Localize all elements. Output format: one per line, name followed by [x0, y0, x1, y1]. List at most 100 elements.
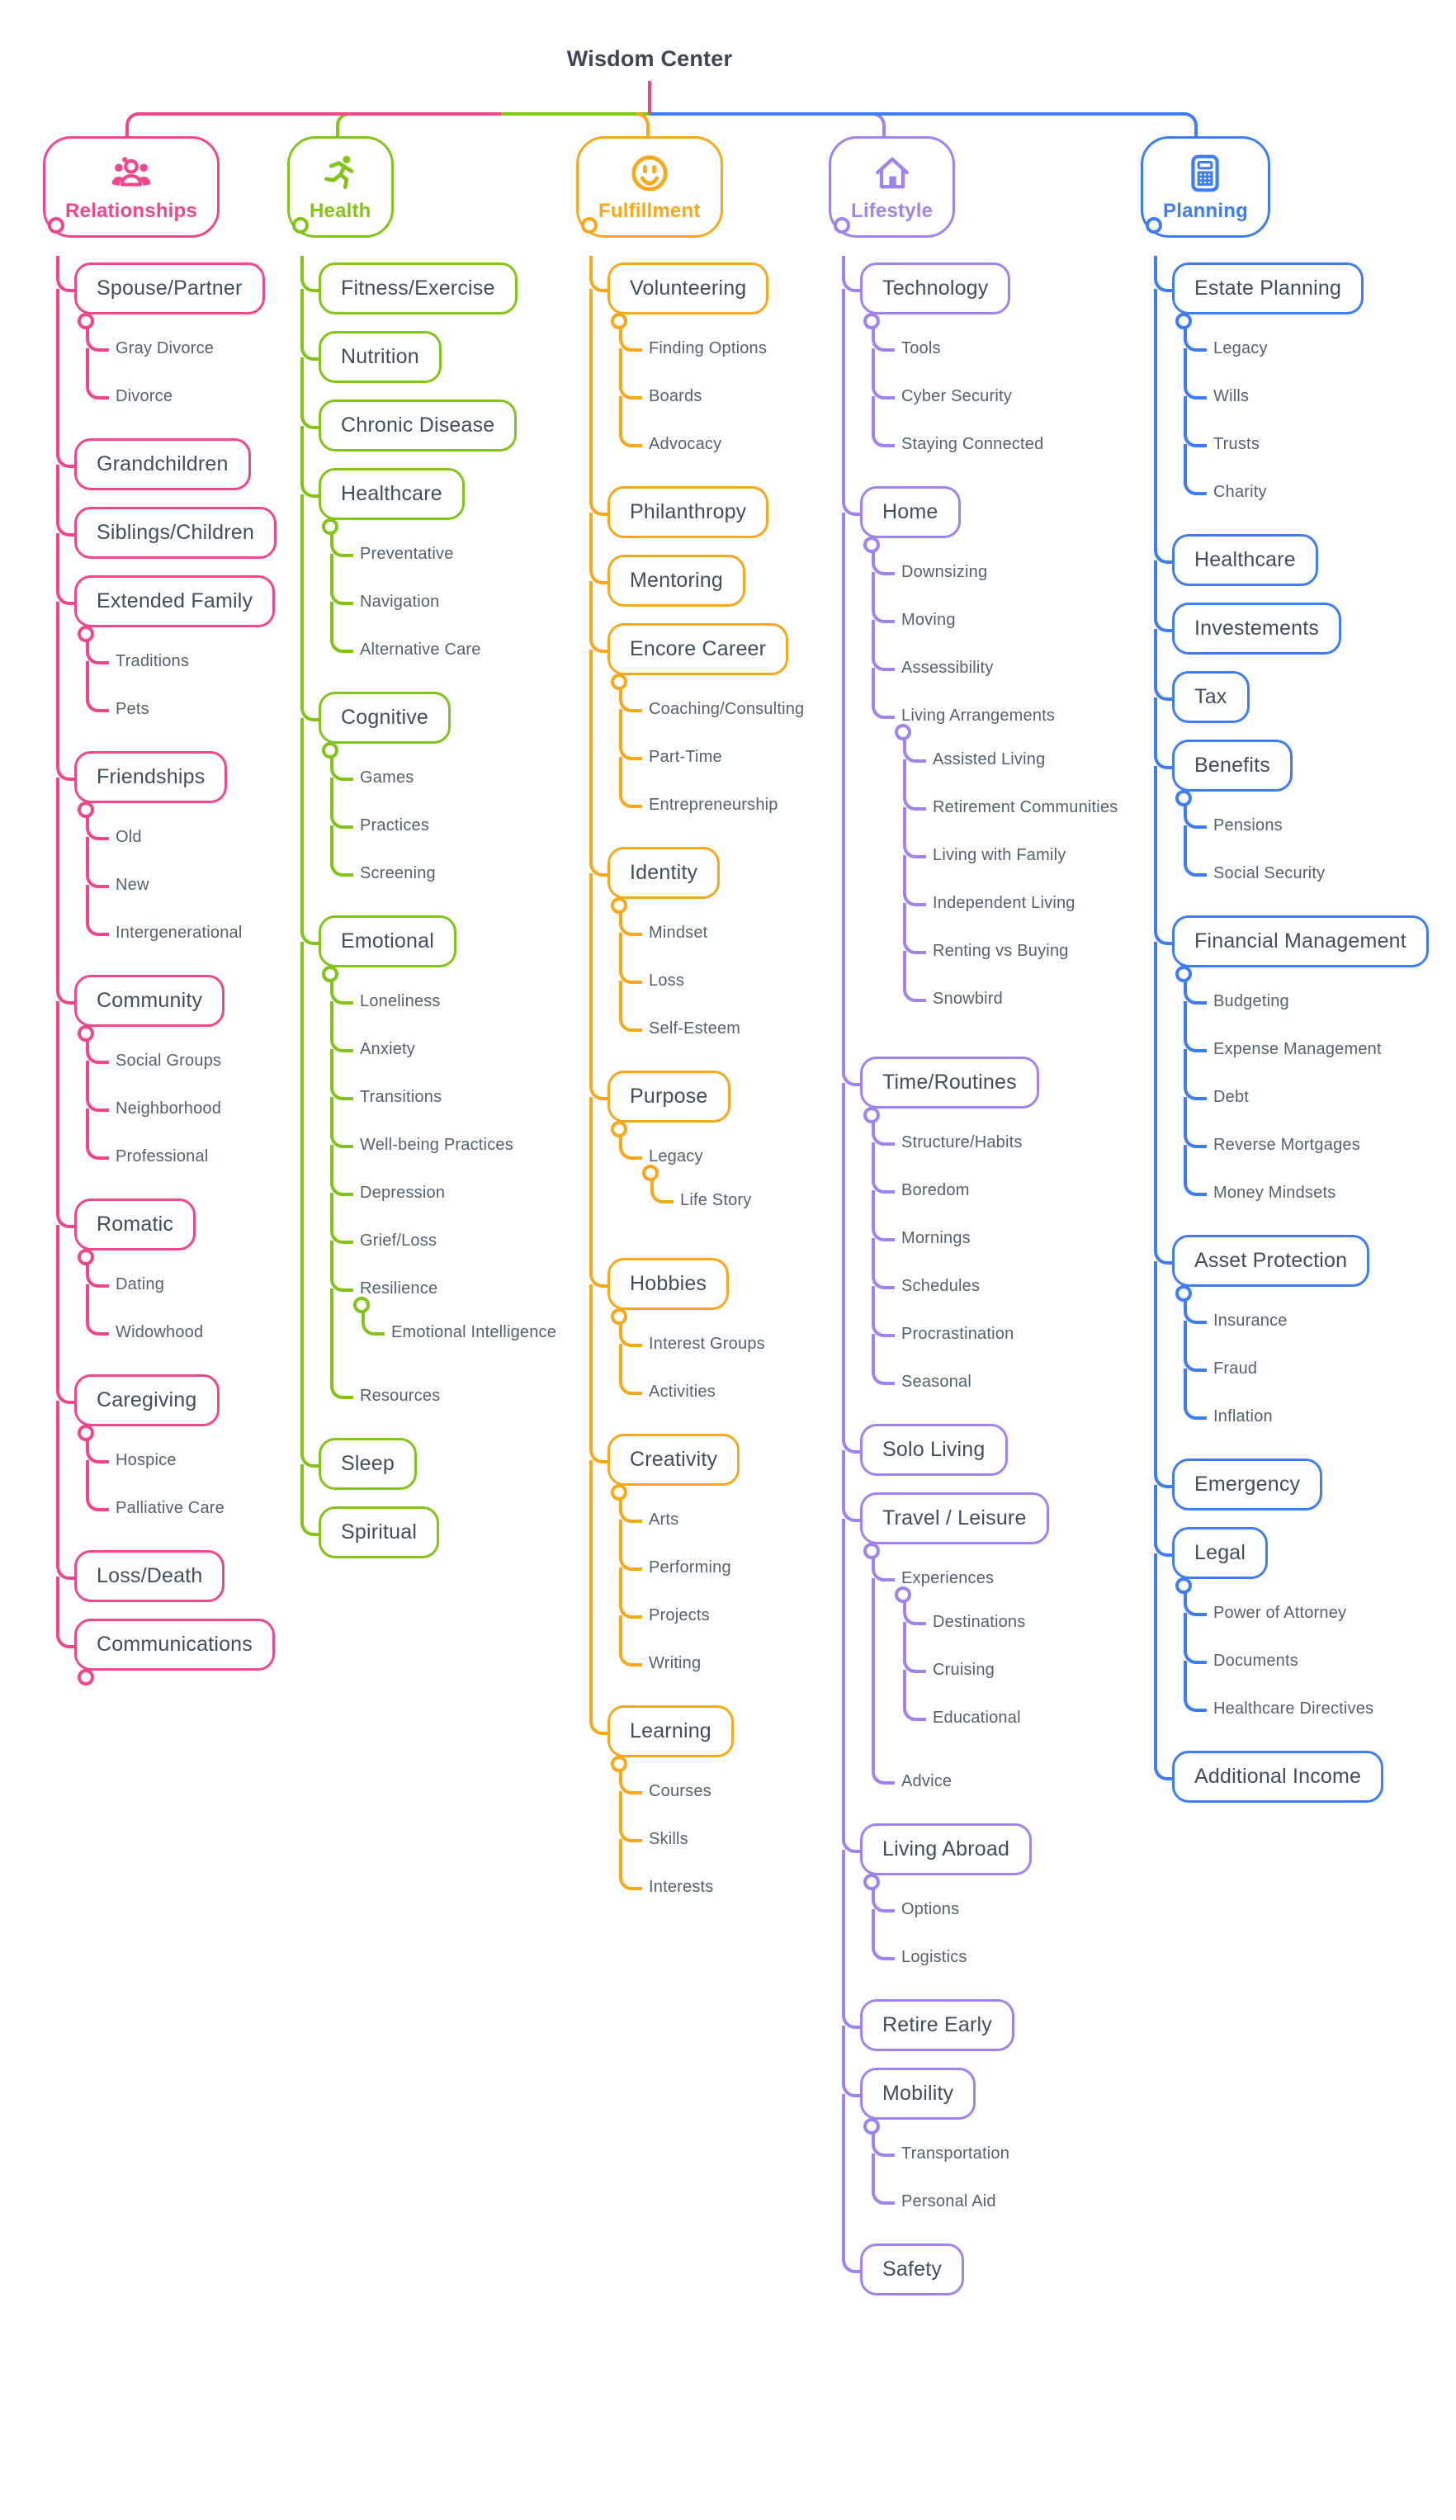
topic-box-healthcare[interactable]: Healthcare: [319, 468, 465, 520]
leaf-label-educational[interactable]: Educational: [933, 1709, 1021, 1727]
leaf-label-palliative-care[interactable]: Palliative Care: [116, 1499, 225, 1517]
node-toggle-ring[interactable]: [863, 2118, 880, 2135]
leaf-label-writing[interactable]: Writing: [649, 1654, 702, 1672]
node-toggle-ring[interactable]: [78, 1025, 94, 1042]
leaf-label-navigation[interactable]: Navigation: [360, 593, 440, 611]
leaf-label-moving[interactable]: Moving: [901, 611, 956, 629]
leaf-label-living-with-family[interactable]: Living with Family: [933, 846, 1066, 864]
branch-toggle-node[interactable]: [834, 217, 850, 234]
branch-header-health[interactable]: Health: [287, 136, 394, 238]
leaf-label-social-security[interactable]: Social Security: [1213, 864, 1326, 882]
leaf-label-schedules[interactable]: Schedules: [901, 1277, 981, 1295]
leaf-label-loss[interactable]: Loss: [649, 972, 685, 990]
leaf-label-dating[interactable]: Dating: [116, 1275, 165, 1293]
topic-box-healthcare[interactable]: Healthcare: [1172, 534, 1318, 586]
node-toggle-ring[interactable]: [322, 966, 338, 982]
leaf-label-expense-management[interactable]: Expense Management: [1213, 1040, 1382, 1058]
topic-box-additional-income[interactable]: Additional Income: [1172, 1751, 1384, 1803]
leaf-label-activities[interactable]: Activities: [649, 1383, 716, 1401]
node-toggle-ring[interactable]: [353, 1297, 370, 1313]
leaf-label-budgeting[interactable]: Budgeting: [1213, 992, 1289, 1010]
leaf-label-arts[interactable]: Arts: [649, 1511, 679, 1529]
leaf-label-preventative[interactable]: Preventative: [360, 545, 454, 563]
leaf-label-fraud[interactable]: Fraud: [1213, 1359, 1258, 1378]
leaf-label-well-being-practices[interactable]: Well-being Practices: [360, 1136, 513, 1154]
leaf-label-mornings[interactable]: Mornings: [901, 1229, 971, 1247]
topic-box-travel-leisure[interactable]: Travel / Leisure: [860, 1492, 1049, 1544]
topic-box-friendships[interactable]: Friendships: [74, 751, 228, 803]
leaf-label-performing[interactable]: Performing: [649, 1558, 731, 1577]
node-toggle-ring[interactable]: [863, 1107, 880, 1123]
leaf-label-resources[interactable]: Resources: [360, 1387, 441, 1405]
topic-box-sleep[interactable]: Sleep: [319, 1438, 417, 1490]
topic-box-learning[interactable]: Learning: [607, 1705, 734, 1757]
node-toggle-ring[interactable]: [611, 674, 627, 690]
topic-box-investements[interactable]: Investements: [1172, 603, 1342, 655]
leaf-label-downsizing[interactable]: Downsizing: [901, 563, 988, 581]
topic-box-volunteering[interactable]: Volunteering: [607, 262, 769, 314]
leaf-label-games[interactable]: Games: [360, 768, 414, 787]
node-toggle-ring[interactable]: [78, 626, 94, 642]
leaf-label-professional[interactable]: Professional: [116, 1147, 209, 1165]
topic-box-mentoring[interactable]: Mentoring: [607, 555, 745, 607]
branch-toggle-node[interactable]: [48, 217, 64, 234]
leaf-label-procrastination[interactable]: Procrastination: [901, 1325, 1014, 1343]
leaf-label-cruising[interactable]: Cruising: [933, 1661, 995, 1679]
leaf-label-independent-living[interactable]: Independent Living: [933, 894, 1075, 912]
leaf-label-life-story[interactable]: Life Story: [680, 1191, 752, 1209]
topic-box-philanthropy[interactable]: Philanthropy: [607, 486, 769, 538]
topic-box-financial-management[interactable]: Financial Management: [1172, 915, 1429, 967]
node-toggle-ring[interactable]: [642, 1165, 659, 1181]
leaf-label-wills[interactable]: Wills: [1213, 387, 1250, 405]
leaf-label-skills[interactable]: Skills: [649, 1830, 688, 1848]
leaf-label-interests[interactable]: Interests: [649, 1878, 714, 1896]
leaf-label-part-time[interactable]: Part-Time: [649, 748, 722, 766]
node-toggle-ring[interactable]: [863, 1874, 880, 1890]
topic-box-mobility[interactable]: Mobility: [860, 2068, 976, 2120]
leaf-label-personal-aid[interactable]: Personal Aid: [901, 2192, 996, 2210]
leaf-label-transitions[interactable]: Transitions: [360, 1088, 442, 1106]
leaf-label-logistics[interactable]: Logistics: [901, 1948, 967, 1966]
leaf-label-cyber-security[interactable]: Cyber Security: [901, 387, 1012, 405]
leaf-label-living-arrangements[interactable]: Living Arrangements: [901, 707, 1056, 725]
leaf-label-money-mindsets[interactable]: Money Mindsets: [1213, 1184, 1336, 1202]
topic-box-time-routines[interactable]: Time/Routines: [860, 1057, 1039, 1109]
leaf-label-assessibility[interactable]: Assessibility: [901, 659, 994, 677]
node-toggle-ring[interactable]: [611, 1121, 627, 1137]
leaf-label-experiences[interactable]: Experiences: [901, 1569, 995, 1587]
leaf-label-staying-connected[interactable]: Staying Connected: [901, 435, 1044, 453]
node-toggle-ring[interactable]: [611, 897, 627, 914]
leaf-label-coaching-consulting[interactable]: Coaching/Consulting: [649, 700, 805, 718]
leaf-label-structure-habits[interactable]: Structure/Habits: [901, 1133, 1023, 1151]
node-toggle-ring[interactable]: [863, 1543, 880, 1559]
leaf-label-traditions[interactable]: Traditions: [116, 652, 190, 670]
node-toggle-ring[interactable]: [322, 742, 338, 759]
leaf-label-pensions[interactable]: Pensions: [1213, 816, 1283, 834]
leaf-label-divorce[interactable]: Divorce: [116, 387, 173, 405]
node-toggle-ring[interactable]: [895, 724, 911, 740]
node-toggle-ring[interactable]: [1175, 790, 1192, 806]
branch-toggle-node[interactable]: [292, 217, 309, 234]
leaf-label-boards[interactable]: Boards: [649, 387, 702, 405]
branch-header-planning[interactable]: Planning: [1141, 136, 1270, 238]
leaf-label-interest-groups[interactable]: Interest Groups: [649, 1335, 765, 1353]
topic-box-safety[interactable]: Safety: [860, 2243, 965, 2295]
node-toggle-ring[interactable]: [78, 1249, 94, 1265]
topic-box-spouse-partner[interactable]: Spouse/Partner: [74, 262, 265, 314]
topic-box-tax[interactable]: Tax: [1172, 671, 1250, 723]
topic-box-nutrition[interactable]: Nutrition: [319, 331, 442, 383]
leaf-label-widowhood[interactable]: Widowhood: [116, 1323, 204, 1341]
leaf-label-courses[interactable]: Courses: [649, 1782, 711, 1800]
leaf-label-destinations[interactable]: Destinations: [933, 1613, 1026, 1631]
leaf-label-insurance[interactable]: Insurance: [1213, 1312, 1288, 1330]
topic-box-communications[interactable]: Communications: [74, 1619, 275, 1671]
topic-box-purpose[interactable]: Purpose: [607, 1071, 730, 1123]
leaf-label-grief-loss[interactable]: Grief/Loss: [360, 1232, 437, 1250]
topic-box-hobbies[interactable]: Hobbies: [607, 1258, 730, 1310]
node-toggle-ring[interactable]: [322, 518, 338, 535]
topic-box-home[interactable]: Home: [860, 486, 961, 538]
leaf-label-pets[interactable]: Pets: [116, 700, 149, 718]
leaf-label-charity[interactable]: Charity: [1213, 483, 1267, 501]
leaf-label-seasonal[interactable]: Seasonal: [901, 1373, 971, 1391]
leaf-label-healthcare-directives[interactable]: Healthcare Directives: [1213, 1700, 1374, 1718]
